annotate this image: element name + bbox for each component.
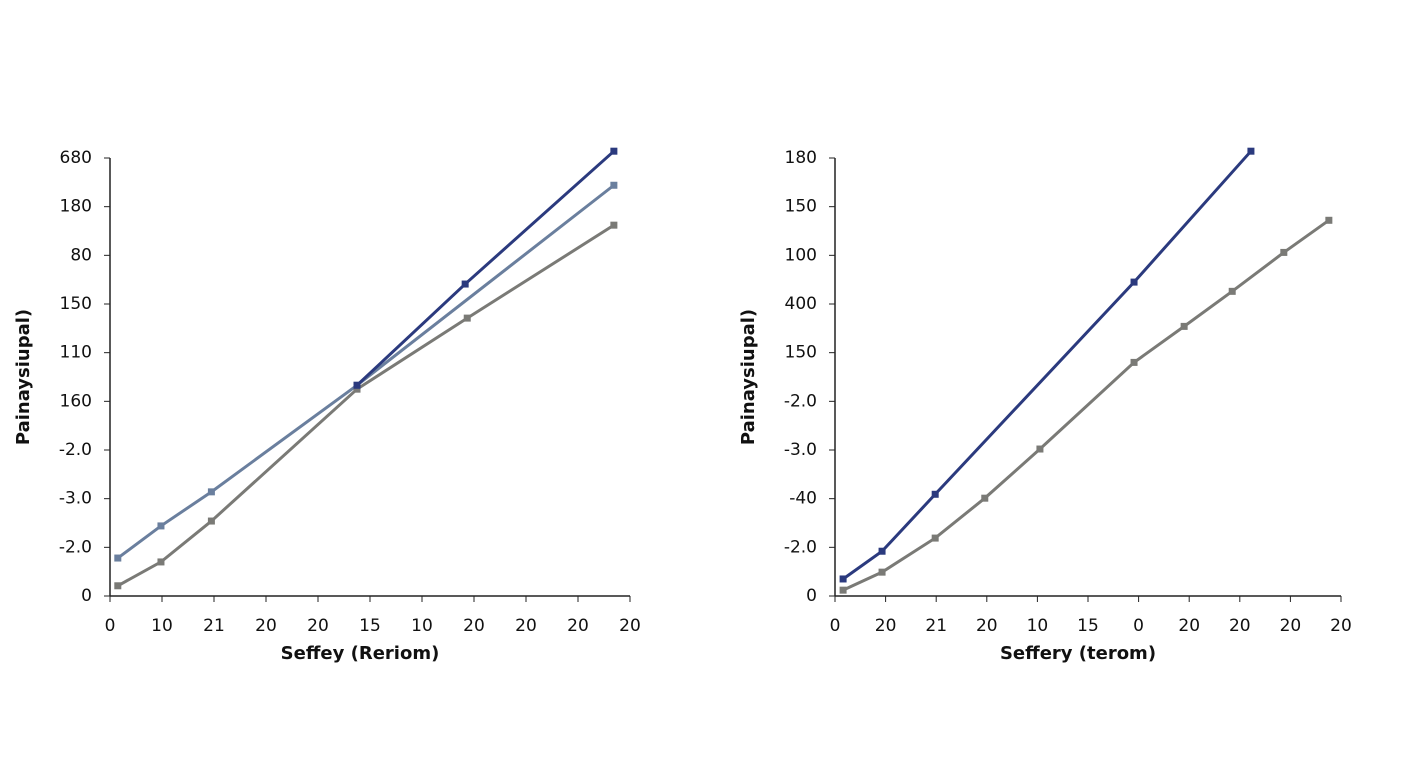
point	[157, 558, 165, 566]
y-tick-label: 160	[60, 391, 92, 411]
x-tick-label: 20	[515, 616, 537, 636]
point	[931, 490, 939, 498]
x-tick-label: 0	[105, 616, 116, 636]
y-tick-label: -3.0	[59, 489, 92, 509]
y-tick-label: -2.0	[59, 537, 92, 557]
series-line	[117, 223, 615, 588]
x-tick-label: 15	[1077, 616, 1099, 636]
y-tick-label: 680	[60, 148, 92, 168]
y-tick-label: 150	[785, 197, 817, 217]
x-tick-label: 20	[1178, 616, 1200, 636]
point	[463, 314, 471, 322]
series-line	[842, 219, 1330, 592]
x-tick-label: 20	[619, 616, 641, 636]
point	[878, 547, 886, 555]
x-tick-label: 10	[151, 616, 173, 636]
x-tick-label: 10	[1027, 616, 1049, 636]
point	[610, 181, 618, 189]
point	[1130, 358, 1138, 366]
point	[1180, 322, 1188, 330]
y-axis-title: Painaysiupal)	[738, 309, 759, 445]
series-line	[842, 150, 1253, 581]
y-tick-label: 0	[806, 586, 817, 606]
x-axis-title: Seffey (Reriom)	[281, 643, 440, 664]
x-tick-label: 20	[1330, 616, 1352, 636]
y-tick-label: -2.0	[784, 391, 817, 411]
x-tick-label: 20	[307, 616, 329, 636]
point	[114, 554, 122, 562]
series-line	[116, 184, 615, 560]
point	[207, 488, 215, 496]
point	[610, 147, 618, 155]
point	[207, 517, 215, 525]
point	[1325, 216, 1333, 224]
y-tick-label: -40	[789, 489, 817, 509]
point	[114, 582, 122, 590]
x-tick-label: 21	[925, 616, 947, 636]
y-tick-label: 100	[785, 245, 817, 265]
y-tick-label: 150	[60, 294, 92, 314]
point	[1280, 248, 1288, 256]
x-tick-label: 20	[875, 616, 897, 636]
y-tick-label: 180	[785, 148, 817, 168]
point	[839, 586, 847, 594]
x-tick-label: 20	[463, 616, 485, 636]
y-tick-label: 180	[60, 197, 92, 217]
y-axis-title: Painaysiupal)	[13, 309, 34, 445]
point	[1247, 147, 1255, 155]
point	[610, 221, 618, 229]
x-axis-title: Seffery (terom)	[1000, 643, 1156, 664]
series-line	[355, 150, 615, 387]
point	[1130, 278, 1138, 286]
x-tick-label: 0	[1133, 616, 1144, 636]
y-tick-label: -3.0	[784, 440, 817, 460]
point	[839, 575, 847, 583]
y-tick-label: 110	[60, 343, 92, 363]
x-tick-label: 20	[255, 616, 277, 636]
point	[931, 534, 939, 542]
point	[353, 381, 361, 389]
point	[1036, 445, 1044, 453]
y-tick-label: 150	[785, 343, 817, 363]
point	[353, 385, 361, 393]
point	[1228, 287, 1236, 295]
x-tick-label: 20	[1229, 616, 1251, 636]
point	[461, 280, 469, 288]
y-tick-label: 0	[81, 586, 92, 606]
y-tick-label: -2.0	[59, 440, 92, 460]
x-tick-label: 20	[567, 616, 589, 636]
point	[981, 494, 989, 502]
x-tick-label: 20	[976, 616, 998, 636]
y-tick-label: 400	[785, 294, 817, 314]
x-tick-label: 10	[411, 616, 433, 636]
x-tick-label: 15	[359, 616, 381, 636]
y-tick-label: -2.0	[784, 537, 817, 557]
point	[878, 568, 886, 576]
y-tick-label: 80	[70, 245, 92, 265]
x-tick-label: 0	[830, 616, 841, 636]
point	[157, 522, 165, 530]
x-tick-label: 20	[1280, 616, 1302, 636]
x-tick-label: 21	[203, 616, 225, 636]
